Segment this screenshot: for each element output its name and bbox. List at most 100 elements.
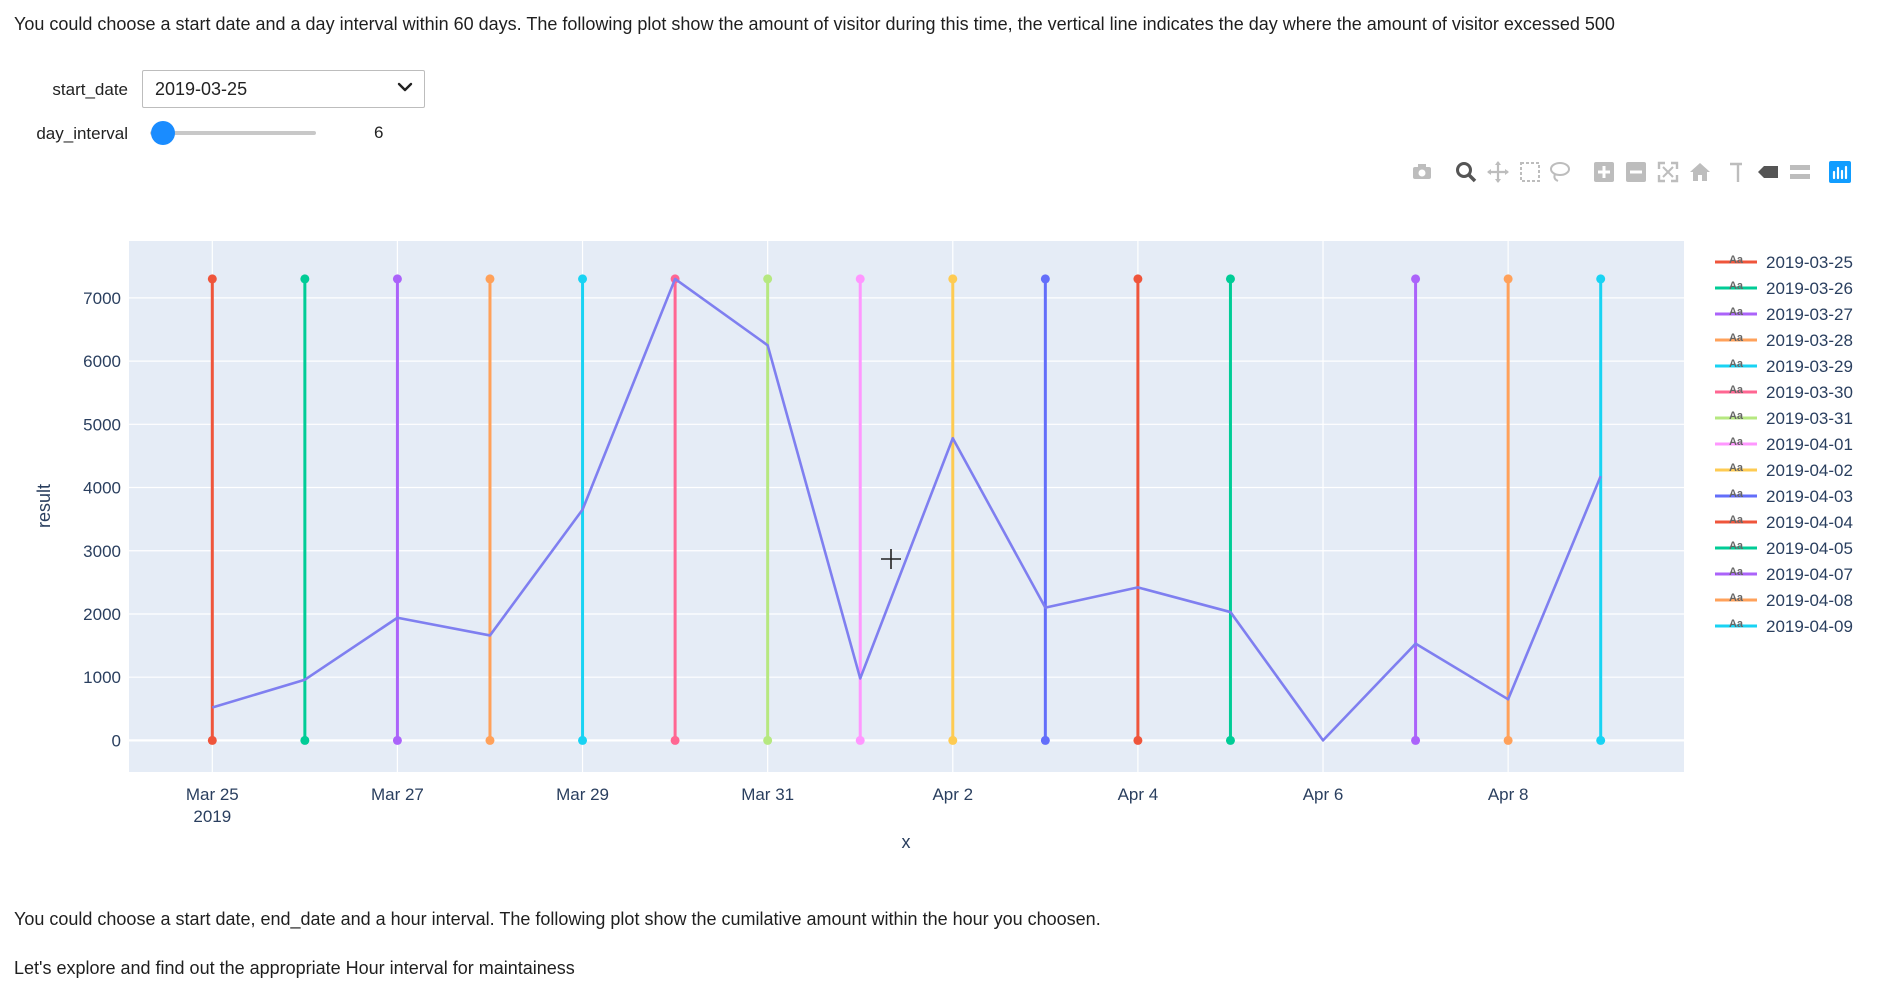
legend-item-label[interactable]: 2019-03-29	[1766, 357, 1853, 376]
x-tick-label: Mar 31	[741, 785, 794, 804]
spike-icon[interactable]	[1726, 160, 1750, 184]
legend-swatch-glyph: Aa	[1729, 280, 1744, 292]
legend-item-label[interactable]: 2019-04-08	[1766, 591, 1853, 610]
legend-item-label[interactable]: 2019-04-01	[1766, 435, 1853, 454]
y-tick-label: 5000	[83, 415, 121, 434]
legend-item-label[interactable]: 2019-04-09	[1766, 617, 1853, 636]
vline-marker-top[interactable]	[1133, 274, 1143, 284]
vline-marker-bottom[interactable]	[1133, 735, 1143, 745]
legend-swatch-glyph: Aa	[1729, 592, 1744, 604]
zoom-icon[interactable]	[1454, 160, 1478, 184]
vline-marker-top[interactable]	[948, 274, 958, 284]
vline-marker-bottom[interactable]	[578, 735, 588, 745]
lasso-icon[interactable]	[1548, 160, 1572, 184]
y-axis-label: result	[34, 484, 54, 528]
vline-marker-bottom[interactable]	[763, 735, 773, 745]
y-tick-label: 3000	[83, 542, 121, 561]
y-tick-label: 6000	[83, 352, 121, 371]
day-interval-value: 6	[374, 123, 384, 142]
day-interval-slider-thumb[interactable]	[151, 121, 175, 145]
vline-marker-top[interactable]	[1411, 274, 1421, 284]
pan-icon[interactable]	[1486, 160, 1510, 184]
vline-marker-top[interactable]	[300, 274, 310, 284]
legend-item-label[interactable]: 2019-04-04	[1766, 513, 1853, 532]
legend-swatch-glyph: Aa	[1729, 618, 1744, 630]
legend-item-label[interactable]: 2019-03-28	[1766, 331, 1853, 350]
autoscale-icon[interactable]	[1656, 160, 1680, 184]
vline-marker-top[interactable]	[392, 274, 402, 284]
plot-area[interactable]	[129, 241, 1684, 772]
x-tick-year-label: 2019	[193, 807, 231, 826]
x-tick-label: Mar 27	[371, 785, 424, 804]
y-tick-label: 0	[112, 731, 121, 750]
start-date-label: start_date	[52, 80, 128, 99]
hover-closest-icon[interactable]	[1756, 160, 1780, 184]
day-interval-label: day_interval	[36, 124, 128, 143]
vline-marker-bottom[interactable]	[948, 735, 958, 745]
legend-item-label[interactable]: 2019-03-31	[1766, 409, 1853, 428]
legend-item-label[interactable]: 2019-03-25	[1766, 253, 1853, 272]
legend-swatch-glyph: Aa	[1729, 410, 1744, 422]
legend-item-label[interactable]: 2019-03-27	[1766, 305, 1853, 324]
zoom-out-icon[interactable]	[1624, 160, 1648, 184]
plotly-logo-icon[interactable]	[1828, 160, 1852, 184]
legend-item-label[interactable]: 2019-03-26	[1766, 279, 1853, 298]
legend-swatch-glyph: Aa	[1729, 306, 1744, 318]
vline-marker-top[interactable]	[1225, 274, 1235, 284]
legend-swatch-glyph: Aa	[1729, 566, 1744, 578]
legend-swatch-glyph: Aa	[1729, 514, 1744, 526]
vline-marker-bottom[interactable]	[1225, 735, 1235, 745]
legend-swatch-glyph: Aa	[1729, 332, 1744, 344]
vline-marker-top[interactable]	[1040, 274, 1050, 284]
legend-swatch-glyph: Aa	[1729, 384, 1744, 396]
y-tick-label: 1000	[83, 668, 121, 687]
legend-swatch-glyph: Aa	[1729, 358, 1744, 370]
legend-swatch-glyph: Aa	[1729, 488, 1744, 500]
vline-marker-bottom[interactable]	[485, 735, 495, 745]
intro-text: You could choose a start date and a day …	[14, 14, 1615, 34]
x-tick-label: Apr 4	[1118, 785, 1159, 804]
vline-marker-bottom[interactable]	[1503, 735, 1513, 745]
vline-marker-top[interactable]	[578, 274, 588, 284]
chevron-down-icon	[397, 82, 413, 92]
zoom-in-icon[interactable]	[1592, 160, 1616, 184]
vline-marker-bottom[interactable]	[1040, 735, 1050, 745]
hover-compare-icon[interactable]	[1788, 160, 1812, 184]
legend-item-label[interactable]: 2019-03-30	[1766, 383, 1853, 402]
vline-marker-top[interactable]	[1596, 274, 1606, 284]
vline-marker-top[interactable]	[763, 274, 773, 284]
legend-swatch-glyph: Aa	[1729, 462, 1744, 474]
vline-marker-bottom[interactable]	[1411, 735, 1421, 745]
start-date-value: 2019-03-25	[155, 79, 248, 99]
legend-item-label[interactable]: 2019-04-02	[1766, 461, 1853, 480]
x-tick-label: Apr 8	[1488, 785, 1529, 804]
y-tick-label: 4000	[83, 479, 121, 498]
vline-marker-top[interactable]	[207, 274, 217, 284]
vline-marker-bottom[interactable]	[207, 735, 217, 745]
home-icon[interactable]	[1688, 160, 1712, 184]
vline-marker-top[interactable]	[855, 274, 865, 284]
vline-marker-bottom[interactable]	[670, 735, 680, 745]
legend-item-label[interactable]: 2019-04-07	[1766, 565, 1853, 584]
camera-icon[interactable]	[1410, 160, 1434, 184]
vline-marker-bottom[interactable]	[855, 735, 865, 745]
legend-item-label[interactable]: 2019-04-05	[1766, 539, 1853, 558]
x-tick-label: Mar 25	[186, 785, 239, 804]
vline-marker-top[interactable]	[485, 274, 495, 284]
day-interval-slider-track[interactable]	[150, 131, 316, 135]
box-select-icon[interactable]	[1518, 160, 1542, 184]
legend-swatch-glyph: Aa	[1729, 540, 1744, 552]
x-tick-label: Mar 29	[556, 785, 609, 804]
visitor-series-line[interactable]	[211, 277, 1602, 742]
x-axis-label: x	[902, 832, 911, 852]
vline-marker-bottom[interactable]	[392, 735, 402, 745]
bottom-text-1: You could choose a start date, end_date …	[14, 909, 1101, 929]
vline-marker-bottom[interactable]	[300, 735, 310, 745]
y-tick-label: 2000	[83, 605, 121, 624]
vline-marker-bottom[interactable]	[1596, 735, 1606, 745]
legend-item-label[interactable]: 2019-04-03	[1766, 487, 1853, 506]
vline-marker-top[interactable]	[1503, 274, 1513, 284]
start-date-select[interactable]: 2019-03-25	[142, 70, 425, 108]
legend-swatch-glyph: Aa	[1729, 436, 1744, 448]
